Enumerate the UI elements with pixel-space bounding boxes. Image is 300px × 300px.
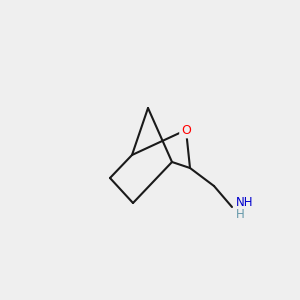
Text: O: O (181, 124, 191, 136)
Text: H: H (236, 208, 245, 221)
Text: NH: NH (236, 196, 254, 209)
